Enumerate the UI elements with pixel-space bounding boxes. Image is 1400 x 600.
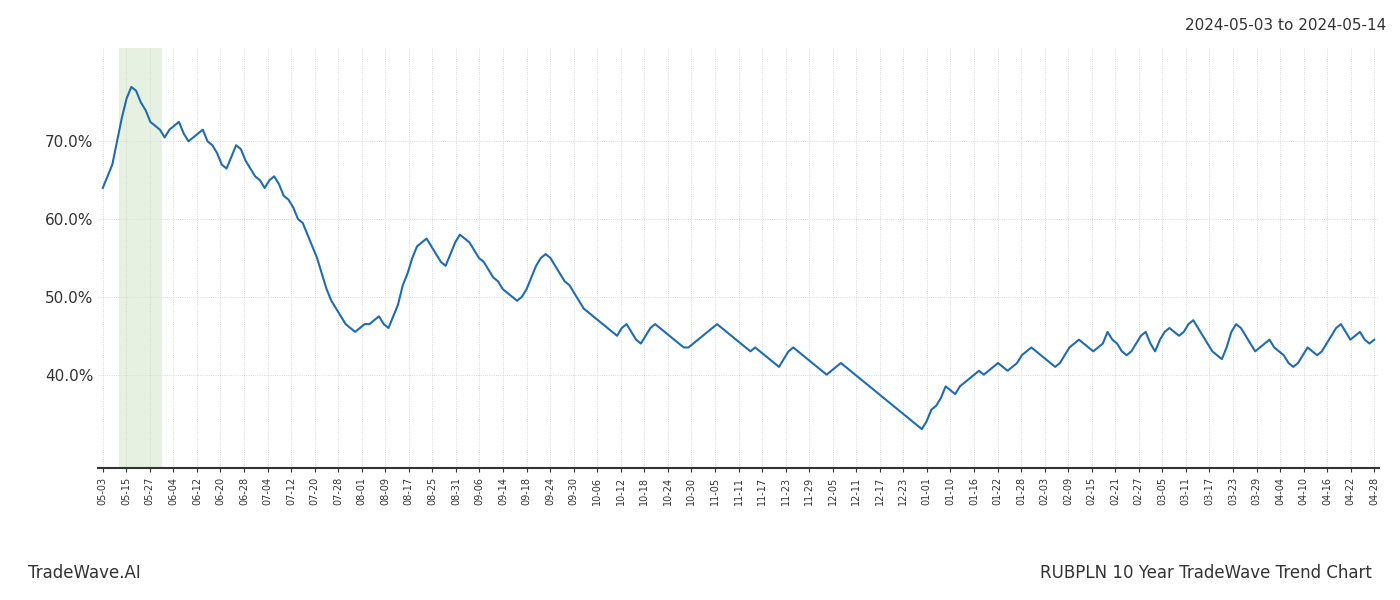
Text: 2024-05-03 to 2024-05-14: 2024-05-03 to 2024-05-14 (1184, 18, 1386, 33)
Text: RUBPLN 10 Year TradeWave Trend Chart: RUBPLN 10 Year TradeWave Trend Chart (1040, 564, 1372, 582)
Text: TradeWave.AI: TradeWave.AI (28, 564, 141, 582)
Bar (119, 48, 161, 468)
